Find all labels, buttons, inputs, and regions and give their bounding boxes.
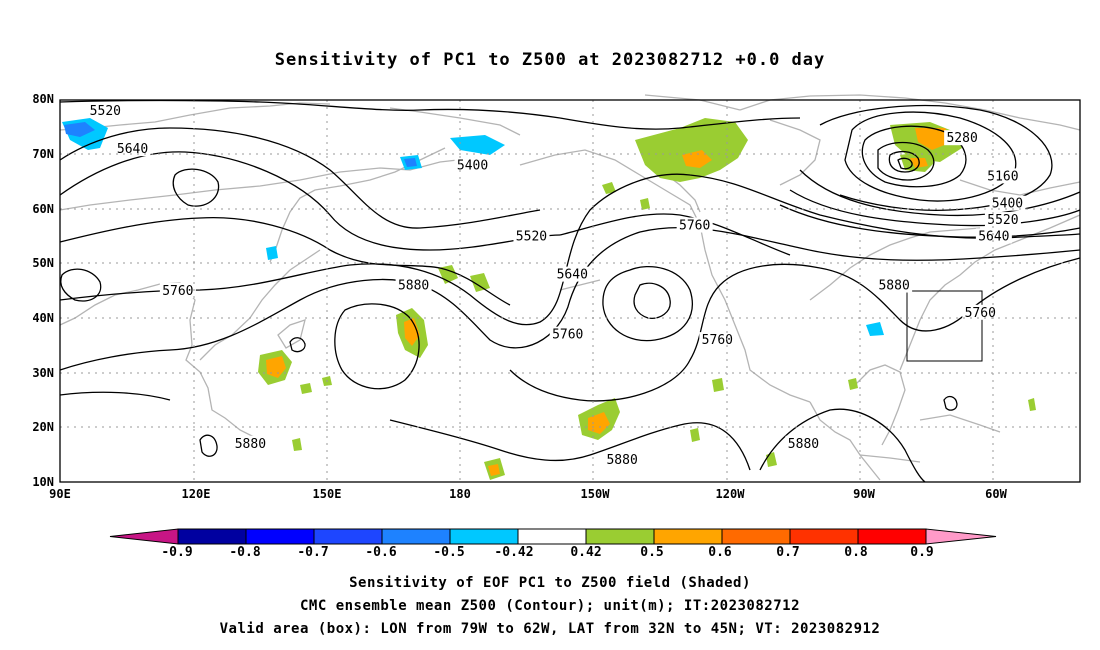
contour-label-bg xyxy=(87,102,124,118)
colorbar-tick-label: -0.5 xyxy=(433,545,465,560)
colorbar-swatch xyxy=(381,528,451,545)
contour-label: 5760 xyxy=(552,328,583,343)
contour-label-bg xyxy=(944,130,981,146)
lon-label: 120W xyxy=(715,487,745,501)
lon-label: 60W xyxy=(985,487,1007,501)
contour-label: 5880 xyxy=(235,437,266,452)
contour-label: 5640 xyxy=(978,229,1009,244)
map-frame xyxy=(59,99,1081,483)
colorbar-tick-label: -0.42 xyxy=(494,545,534,560)
lat-label: 30N xyxy=(32,366,54,380)
contour-label-bg xyxy=(984,212,1021,228)
contour-label: 5400 xyxy=(457,158,488,173)
caption-line: Valid area (box): LON from 79W to 62W, L… xyxy=(219,621,881,637)
contour-label: 5280 xyxy=(946,131,977,146)
contour-label-bg xyxy=(232,435,269,451)
contour-label: 5880 xyxy=(878,279,909,294)
colorbar-swatch xyxy=(789,528,859,545)
lat-label: 60N xyxy=(32,202,54,216)
colorbar-tick-label: 0.8 xyxy=(844,545,868,560)
colorbar-swatch xyxy=(517,528,587,545)
colorbar-arrow-low xyxy=(109,528,179,545)
contour-label: 5520 xyxy=(987,213,1018,228)
colorbar-swatch xyxy=(653,528,723,545)
contour-label-bg xyxy=(114,141,151,157)
colorbar-tick-label: -0.7 xyxy=(297,545,329,560)
colorbar-swatch xyxy=(177,528,247,545)
lat-label: 20N xyxy=(32,420,54,434)
colorbar-tick-label: 0.6 xyxy=(708,545,732,560)
lon-label: 90W xyxy=(853,487,875,501)
lon-label: 180 xyxy=(449,487,471,501)
colorbar-swatch xyxy=(721,528,791,545)
contour-label: 5640 xyxy=(557,268,588,283)
contour-label: 5520 xyxy=(516,229,547,244)
contour-label-bg xyxy=(699,332,736,348)
contour-label: 5640 xyxy=(117,142,148,157)
lat-label: 70N xyxy=(32,147,54,161)
lon-label: 120E xyxy=(181,487,211,501)
lon-label: 150E xyxy=(312,487,342,501)
contour-label: 5400 xyxy=(992,197,1023,212)
contour-label: 5760 xyxy=(965,306,996,321)
caption-line: Sensitivity of EOF PC1 to Z500 field (Sh… xyxy=(349,575,751,591)
colorbar-swatch xyxy=(245,528,315,545)
colorbar-tick-label: 0.7 xyxy=(776,545,800,560)
colorbar-swatch xyxy=(313,528,383,545)
contour-label: 5880 xyxy=(788,437,819,452)
contour-label-bg xyxy=(876,277,913,293)
contour-label-bg xyxy=(676,217,713,233)
contour-label-bg xyxy=(984,168,1021,184)
colorbar-swatch xyxy=(449,528,519,545)
contour-label: 5520 xyxy=(90,104,121,119)
lon-label: 90E xyxy=(49,487,71,501)
colorbar-tick-label: 0.5 xyxy=(640,545,664,560)
contour-label-bg xyxy=(159,283,196,298)
contour-label-bg xyxy=(989,195,1026,211)
lat-label: 80N xyxy=(32,92,54,106)
contour-label: 5880 xyxy=(398,279,429,294)
colorbar-tick-label: -0.9 xyxy=(161,545,193,560)
colorbar-tick-label: -0.8 xyxy=(229,545,261,560)
contour-label-bg xyxy=(454,157,491,173)
contour-label-bg xyxy=(395,277,432,293)
contour-label: 5160 xyxy=(987,169,1018,184)
contour-label-bg xyxy=(975,228,1012,244)
contour-label-bg xyxy=(554,266,591,282)
contour-label-bg xyxy=(549,326,586,342)
contour-label: 5760 xyxy=(162,284,193,299)
colorbar-arrow-high xyxy=(925,528,997,545)
contour-label: 5880 xyxy=(606,453,637,468)
contour-label: 5760 xyxy=(702,333,733,348)
colorbar-tick-label: 0.9 xyxy=(910,545,934,560)
chart-title: Sensitivity of PC1 to Z500 at 2023082712… xyxy=(274,50,826,70)
contour-label-bg xyxy=(513,228,550,244)
colorbar xyxy=(109,528,997,545)
contour-label: 5760 xyxy=(679,219,710,234)
contour-label-bg xyxy=(962,304,999,320)
contour-label-bg xyxy=(604,452,641,468)
lat-label: 50N xyxy=(32,256,54,270)
caption-line: CMC ensemble mean Z500 (Contour); unit(m… xyxy=(299,598,800,614)
lat-lon-grid xyxy=(60,100,1080,482)
lat-label: 10N xyxy=(32,475,54,489)
contour-label-bg xyxy=(785,435,822,451)
colorbar-tick-label: -0.6 xyxy=(365,545,397,560)
valid-area-box xyxy=(906,290,983,362)
colorbar-swatch xyxy=(857,528,927,545)
colorbar-swatch xyxy=(585,528,655,545)
colorbar-tick-label: 0.42 xyxy=(570,545,602,560)
lon-label: 150W xyxy=(580,487,610,501)
lat-label: 40N xyxy=(32,311,54,325)
